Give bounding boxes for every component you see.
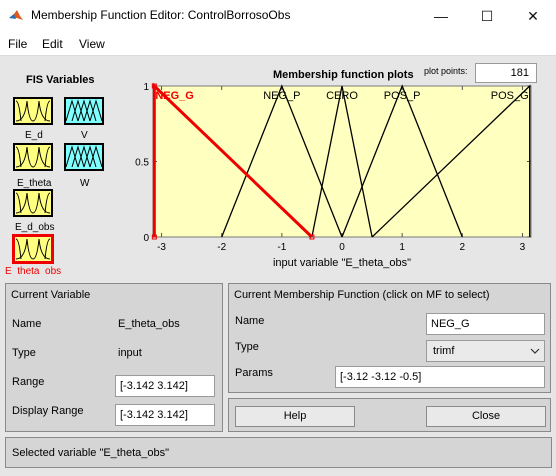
title-bar: Membership Function Editor: ControlBorro… bbox=[0, 0, 556, 32]
mf-vertex-handle bbox=[151, 234, 157, 240]
plot-points-label: plot points: bbox=[424, 66, 468, 76]
close-button[interactable]: Close bbox=[426, 406, 546, 427]
mf-label: CERO bbox=[326, 90, 358, 102]
mf-label: POS_G bbox=[491, 90, 529, 102]
current-variable-panel: Current Variable Name E_theta_obs Type i… bbox=[5, 283, 223, 432]
variable-label-e-d: E_d bbox=[25, 130, 43, 141]
variable-name-value: E_theta_obs bbox=[118, 318, 180, 330]
variable-type-label: Type bbox=[12, 347, 36, 359]
mf-curves-icon bbox=[15, 192, 51, 214]
mf-triangles-icon bbox=[65, 145, 103, 168]
display-range-input[interactable]: [-3.142 3.142] bbox=[115, 404, 215, 426]
variable-icon-e-d-obs[interactable] bbox=[13, 189, 53, 217]
variable-label-v: V bbox=[81, 130, 88, 141]
mf-line-neg-g[interactable] bbox=[152, 82, 313, 239]
mf-curves-icon bbox=[15, 146, 51, 168]
mf-type-dropdown[interactable]: trimf bbox=[426, 340, 545, 362]
mf-label: POS_P bbox=[384, 90, 421, 102]
x-tick-label: 1 bbox=[399, 242, 405, 253]
variable-type-value: input bbox=[118, 347, 142, 359]
plot-points-input[interactable]: 181 bbox=[475, 63, 537, 83]
x-tick-label: 2 bbox=[460, 242, 466, 253]
plot-title: Membership function plots bbox=[273, 69, 414, 81]
mf-curves-icon bbox=[15, 100, 51, 122]
variable-label-e-theta-obs: E_theta_obs bbox=[5, 266, 62, 274]
variable-label-e-theta: E_theta bbox=[17, 178, 52, 189]
current-mf-panel: Current Membership Function (click on MF… bbox=[228, 283, 551, 393]
mf-type-value: trimf bbox=[433, 345, 455, 357]
mf-params-label: Params bbox=[235, 367, 273, 379]
mf-params-input[interactable]: [-3.12 -3.12 -0.5] bbox=[335, 366, 545, 388]
menu-file[interactable]: File bbox=[8, 37, 28, 51]
variable-icon-w[interactable] bbox=[64, 143, 104, 171]
variable-icon-e-theta-obs[interactable] bbox=[12, 234, 54, 264]
maximize-button[interactable]: ☐ bbox=[480, 8, 494, 24]
current-variable-title: Current Variable bbox=[11, 289, 91, 301]
status-bar: Selected variable "E_theta_obs" bbox=[5, 437, 552, 468]
mf-type-label: Type bbox=[235, 341, 259, 353]
variable-name-label: Name bbox=[12, 318, 42, 330]
y-tick-label: 0 bbox=[143, 233, 149, 244]
x-tick-label: 0 bbox=[339, 242, 345, 253]
mf-label: NEG_G bbox=[155, 90, 194, 102]
mf-line-pos-g[interactable] bbox=[371, 84, 531, 238]
menu-edit[interactable]: Edit bbox=[42, 37, 63, 51]
mf-vertex-handle bbox=[151, 83, 157, 89]
mf-name-input[interactable]: NEG_G bbox=[426, 313, 545, 335]
membership-function-plot[interactable]: -3 -2 -1 0 1 2 3 0 0.5 1 input variable "E_theta_o… bbox=[0, 0, 556, 280]
current-mf-title: Current Membership Function (click on MF… bbox=[234, 289, 490, 301]
range-label: Range bbox=[12, 376, 45, 388]
mf-name-label: Name bbox=[235, 315, 265, 327]
help-button[interactable]: Help bbox=[235, 406, 355, 427]
menu-view[interactable]: View bbox=[79, 37, 105, 51]
mf-vertex-handle bbox=[309, 234, 315, 240]
variable-icon-e-theta[interactable] bbox=[13, 143, 53, 171]
variable-icon-e-d[interactable] bbox=[13, 97, 53, 125]
y-tick-label: 1 bbox=[143, 82, 149, 93]
status-text: Selected variable "E_theta_obs" bbox=[12, 447, 170, 459]
mf-label: NEG_P bbox=[263, 90, 300, 102]
range-input[interactable]: [-3.142 3.142] bbox=[115, 375, 215, 397]
window-title: Membership Function Editor: ControlBorro… bbox=[31, 8, 291, 22]
variable-icon-v[interactable] bbox=[64, 97, 104, 125]
minimize-button[interactable]: — bbox=[434, 8, 448, 24]
mf-curves-icon bbox=[15, 238, 51, 260]
close-window-button[interactable]: ✕ bbox=[527, 8, 539, 24]
mf-line-pos-p[interactable] bbox=[341, 84, 463, 238]
plot-area bbox=[152, 85, 532, 238]
x-tick-label: -3 bbox=[157, 242, 166, 253]
matlab-icon bbox=[9, 10, 23, 20]
x-tick-label: -1 bbox=[277, 242, 286, 253]
x-tick-label: -2 bbox=[217, 242, 226, 253]
chevron-down-icon bbox=[526, 341, 544, 361]
fis-variables-title: FIS Variables bbox=[26, 74, 95, 86]
y-tick-label: 0.5 bbox=[135, 158, 149, 169]
variable-label-w: W bbox=[80, 178, 90, 189]
menu-bar: File Edit View bbox=[0, 32, 556, 56]
mf-triangles-icon bbox=[65, 99, 103, 122]
x-axis-label: input variable "E_theta_obs" bbox=[273, 257, 411, 269]
display-range-label: Display Range bbox=[12, 405, 84, 417]
button-panel: Help Close bbox=[228, 398, 551, 432]
variable-label-e-d-obs: E_d_obs bbox=[15, 222, 55, 233]
x-tick-label: 3 bbox=[520, 242, 526, 253]
